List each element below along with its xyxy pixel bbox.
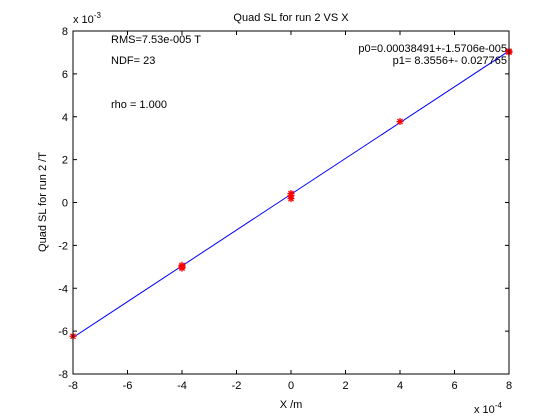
ndf-annotation: NDF= 23 <box>111 55 155 67</box>
data-point-marker <box>287 195 295 203</box>
rms-annotation: RMS=7.53e-005 T <box>111 34 201 46</box>
x-tick-label: 6 <box>451 380 457 392</box>
x-tick-label: 8 <box>506 380 512 392</box>
y-axis-ticks: -8 -6 -4 -2 0 2 4 6 8 <box>58 26 509 381</box>
x-tick-label: -4 <box>177 380 187 392</box>
x-tick-label: 0 <box>288 380 294 392</box>
y-tick-label: -6 <box>58 326 68 338</box>
y-axis-label: Quad SL for run 2 /T <box>37 152 49 252</box>
p0-annotation: p0=0.00038491+-1.5706e-005 <box>358 43 507 55</box>
p1-annotation: p1= 8.3556+- 0.027765 <box>393 55 507 67</box>
y-tick-label: -8 <box>58 369 68 381</box>
y-tick-label: -4 <box>58 283 68 295</box>
rho-annotation: rho = 1.000 <box>111 99 167 111</box>
y-scale-multiplier: x 10-3 <box>73 11 101 26</box>
y-tick-label: 4 <box>62 112 68 124</box>
y-tick-label: 6 <box>62 69 68 81</box>
x-axis-label: X /m <box>280 399 303 411</box>
chart-title: Quad SL for run 2 VS X <box>233 12 349 24</box>
x-tick-label: 4 <box>397 380 403 392</box>
y-tick-label: -2 <box>58 240 68 252</box>
axes-box <box>72 30 510 375</box>
y-tick-label: 2 <box>62 155 68 167</box>
y-tick-label: 0 <box>62 198 68 210</box>
x-tick-label: 2 <box>342 380 348 392</box>
data-point-marker <box>396 117 404 125</box>
x-tick-label: -6 <box>123 380 133 392</box>
data-point-marker <box>178 264 186 272</box>
x-scale-multiplier: x 10-4 <box>474 401 502 416</box>
plot-area <box>73 31 509 374</box>
x-tick-label: -8 <box>68 380 78 392</box>
y-tick-label: 8 <box>62 26 68 38</box>
x-tick-label: -2 <box>232 380 242 392</box>
